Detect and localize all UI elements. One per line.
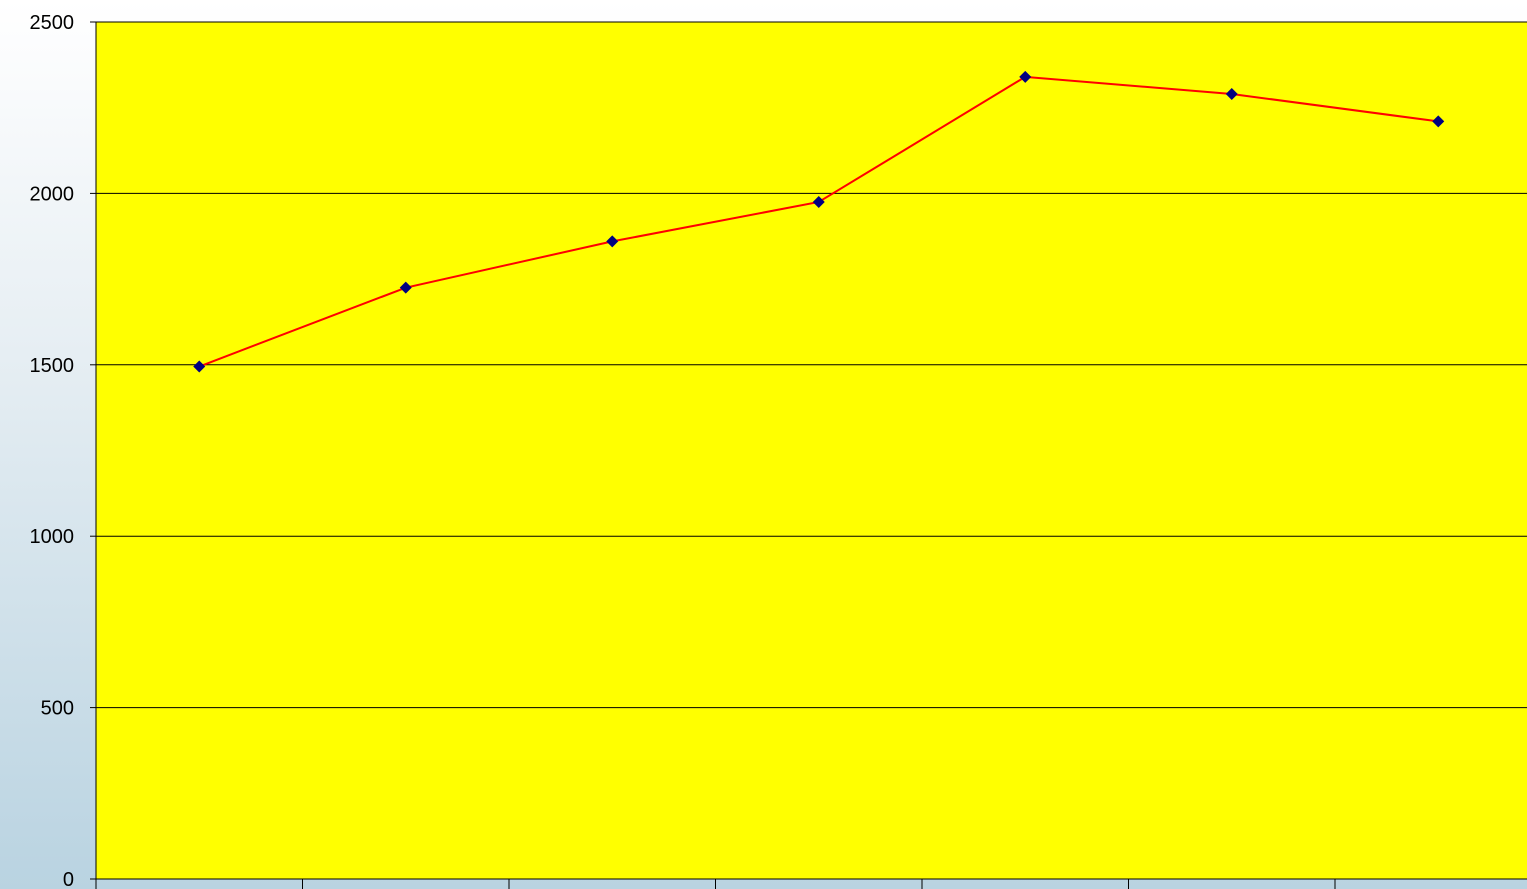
y-tick-label-0: 0	[63, 869, 74, 889]
axes	[90, 22, 1527, 889]
data-point-2011	[1019, 70, 1032, 83]
data-point-2013	[1432, 115, 1445, 128]
y-tick-label-2000: 2000	[30, 183, 75, 205]
series	[193, 70, 1445, 373]
gridlines	[96, 21, 1527, 709]
data-point-2008	[399, 281, 412, 294]
y-tick-label-1000: 1000	[30, 526, 75, 548]
data-point-2009	[606, 235, 619, 248]
data-point-2007	[193, 360, 206, 373]
data-point-2010	[812, 195, 825, 208]
x-tick-labels: 2007200820092010201120122013	[302, 879, 1336, 889]
plot-area	[96, 22, 1527, 879]
y-tick-labels: 0 500 1000 1500 2000 2500	[30, 12, 96, 889]
y-tick-label-500: 500	[41, 698, 74, 720]
y-tick-label-2500: 2500	[30, 12, 75, 34]
y-tick-label-1500: 1500	[30, 355, 75, 377]
data-point-2012	[1225, 87, 1238, 100]
